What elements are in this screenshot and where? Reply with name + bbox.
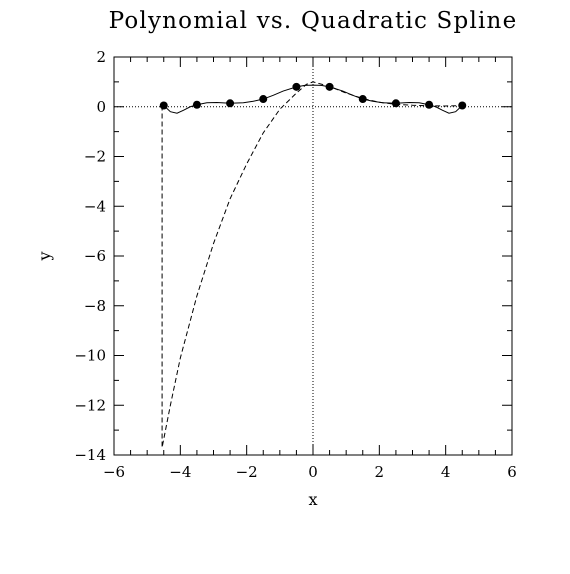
x-tick-label: 0 [308,463,318,481]
dashed-series-line [161,81,463,448]
reference-lines [114,57,512,455]
x-axis-label: x [308,490,317,509]
data-point [425,100,434,109]
x-tick-label: −4 [169,463,191,481]
y-tick-label: −4 [84,197,106,215]
y-tick-label: −10 [74,347,106,365]
y-tick-label: 0 [96,98,106,116]
y-axis-label: y [35,251,54,261]
x-tick-label: −2 [236,463,258,481]
data-point [226,99,235,108]
y-tick-label: −2 [84,148,106,166]
chart-title: Polynomial vs. Quadratic Spline [109,8,518,34]
y-tick-label: −14 [74,446,106,464]
data-point [292,82,301,91]
x-tick-label: 6 [507,463,517,481]
y-tick-labels: 2 0 −2 −4 −6 −8 −10 −12 −14 [74,48,106,464]
x-tick-labels: −6 −4 −2 0 2 4 6 [103,463,517,481]
data-point [458,101,467,110]
y-tick-label: −8 [84,297,106,315]
marker-layer [159,82,467,110]
series-layer [161,81,463,448]
data-point [325,82,334,91]
axis-ticks [113,56,513,456]
y-tick-label: −12 [74,396,106,414]
data-point [192,100,201,109]
x-tick-label: 2 [375,463,385,481]
data-point [391,99,400,108]
data-point [259,95,268,104]
y-tick-label: 2 [96,48,106,66]
x-tick-label: 4 [441,463,451,481]
x-tick-label: −6 [103,463,125,481]
y-tick-label: −6 [84,247,106,265]
data-point [159,101,168,110]
data-point [358,95,367,104]
